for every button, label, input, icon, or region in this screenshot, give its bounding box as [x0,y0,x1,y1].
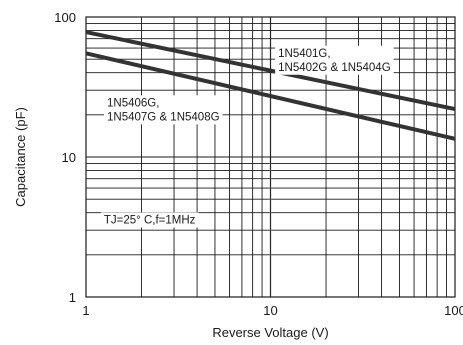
y-tick-label: 10 [62,150,76,165]
y-tick-label: 100 [54,10,76,25]
annotation-1: 1N5401G, 1N5402G & 1N5404G [275,45,394,75]
annotation-background [275,45,394,75]
grid [86,17,455,297]
annotation-background [100,212,199,228]
annotation-text: TJ=25° C,f=1MHz [104,214,196,226]
x-tick-label: 10 [263,303,277,318]
annotation-background [104,95,223,125]
annotation-text: 1N5407G & 1N5408G [107,111,220,123]
annotation-text: 1N5401G, [278,48,330,60]
series-layer [85,30,456,141]
annotation-layer: 1N5401G, 1N5402G & 1N5404G 1N5406G, 1N5407G… [100,45,394,228]
x-tick-label: 100 [444,303,463,318]
series-line-1 [85,30,456,112]
x-axis-label: Reverse Voltage (V) [212,325,328,340]
x-tick-labels: 1 10 100 [82,303,463,318]
y-tick-labels: 1 10 100 [54,10,76,305]
annotation-text: 1N5402G & 1N5404G [278,62,391,74]
x-tick-label: 1 [82,303,89,318]
series-line-2 [85,51,456,141]
annotation-3: TJ=25° C,f=1MHz [100,212,199,228]
y-tick-label: 1 [69,290,76,305]
y-axis-label: Capacitance (pF) [13,107,28,207]
annotation-2: 1N5406G, 1N5407G & 1N5408G [104,95,223,125]
annotation-text: 1N5406G, [107,97,159,109]
plot-frame [85,16,456,298]
